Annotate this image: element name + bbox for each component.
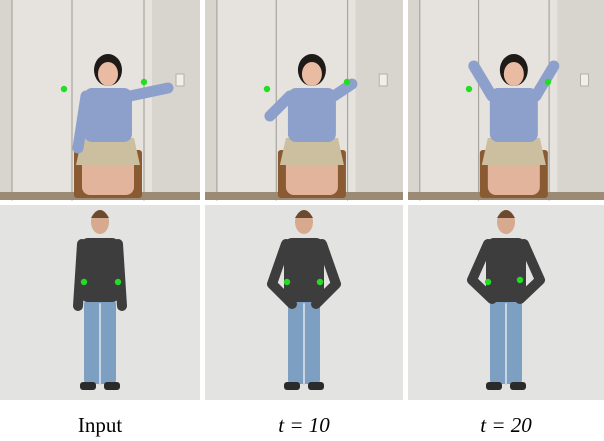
shoe xyxy=(80,382,96,390)
keypoint xyxy=(466,86,472,92)
face xyxy=(302,62,322,86)
shoe xyxy=(284,382,300,390)
arm xyxy=(130,88,168,96)
face xyxy=(504,62,524,86)
figure: Input t = 10 t = 20 xyxy=(0,0,604,441)
photo-bottom xyxy=(205,205,403,400)
keypoint xyxy=(517,277,523,283)
shoe xyxy=(104,382,120,390)
keypoint xyxy=(141,79,147,85)
keypoint xyxy=(545,79,551,85)
shoe xyxy=(308,382,324,390)
photo-bottom xyxy=(408,205,604,400)
shoe xyxy=(486,382,502,390)
switch xyxy=(176,74,184,86)
keypoint xyxy=(317,279,323,285)
keypoint xyxy=(485,279,491,285)
arm xyxy=(118,244,122,306)
photo-top xyxy=(0,0,200,200)
shoe xyxy=(510,382,526,390)
skirt xyxy=(76,138,140,165)
keypoint xyxy=(264,86,270,92)
switch xyxy=(379,74,387,86)
panel-column: t = 10 xyxy=(205,0,403,437)
panel-column: Input xyxy=(0,0,200,437)
keypoint xyxy=(115,279,121,285)
keypoint xyxy=(81,279,87,285)
skirt xyxy=(280,138,344,165)
photo-top xyxy=(205,0,403,200)
skirt xyxy=(482,138,546,165)
photo-top xyxy=(408,0,604,200)
caption: t = 10 xyxy=(278,413,330,437)
photo-bottom xyxy=(0,205,200,400)
caption: Input xyxy=(78,413,122,437)
keypoint xyxy=(61,86,67,92)
arm xyxy=(78,244,82,306)
panel-column: t = 20 xyxy=(408,0,604,437)
keypoint xyxy=(344,79,350,85)
switch xyxy=(580,74,588,86)
keypoint xyxy=(284,279,290,285)
caption: t = 20 xyxy=(480,413,532,437)
face xyxy=(98,62,118,86)
